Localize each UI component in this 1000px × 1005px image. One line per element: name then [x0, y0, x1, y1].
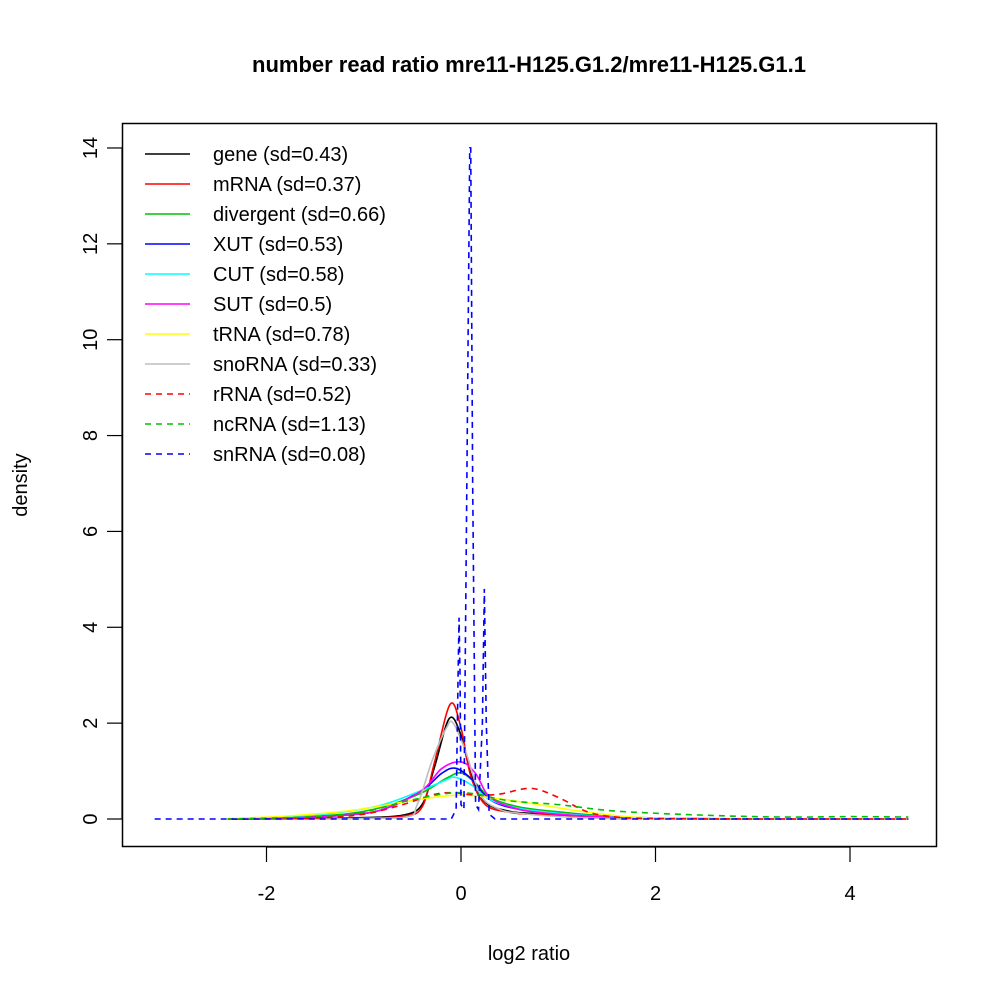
x-tick-label: 4	[844, 883, 855, 905]
legend-label: gene (sd=0.43)	[213, 144, 348, 166]
y-tick-label: 4	[80, 622, 102, 633]
legend-label: rRNA (sd=0.52)	[213, 384, 351, 406]
legend-label: divergent (sd=0.66)	[213, 204, 386, 226]
y-tick-label: 0	[80, 813, 102, 824]
series-line-gene	[227, 716, 909, 820]
series-line-XUT	[227, 767, 909, 820]
legend-label: SUT (sd=0.5)	[213, 294, 332, 316]
x-tick-label: 0	[455, 883, 466, 905]
legend: gene (sd=0.43) mRNA (sd=0.37) divergent (s…	[145, 144, 386, 466]
y-tick-label: 2	[80, 718, 102, 729]
x-axis-label: log2 ratio	[488, 943, 570, 965]
y-tick-label: 8	[80, 430, 102, 441]
y-axis-label: density	[10, 453, 32, 516]
series-line-rRNA	[227, 787, 909, 820]
y-tick-label: 12	[80, 233, 102, 255]
curves	[154, 147, 909, 820]
series-line-snRNA	[154, 147, 909, 820]
legend-label: ncRNA (sd=1.13)	[213, 414, 366, 436]
legend-label: tRNA (sd=0.78)	[213, 324, 350, 346]
x-tick-label: 2	[650, 883, 661, 905]
series-line-SUT	[227, 761, 909, 820]
y-tick-label: 6	[80, 526, 102, 537]
legend-label: XUT (sd=0.53)	[213, 234, 343, 256]
plot-frame	[121, 122, 938, 848]
legend-label: snRNA (sd=0.08)	[213, 444, 366, 466]
legend-label: CUT (sd=0.58)	[213, 264, 344, 286]
series-line-ncRNA	[227, 791, 909, 820]
legend-label: snoRNA (sd=0.33)	[213, 354, 377, 376]
chart-title: number read ratio mre11-H125.G1.2/mre11-…	[252, 52, 806, 77]
y-tick-label: 14	[80, 137, 102, 159]
y-tick-label: 10	[80, 329, 102, 351]
legend-label: mRNA (sd=0.37)	[213, 174, 361, 196]
x-tick-label: -2	[258, 883, 276, 905]
